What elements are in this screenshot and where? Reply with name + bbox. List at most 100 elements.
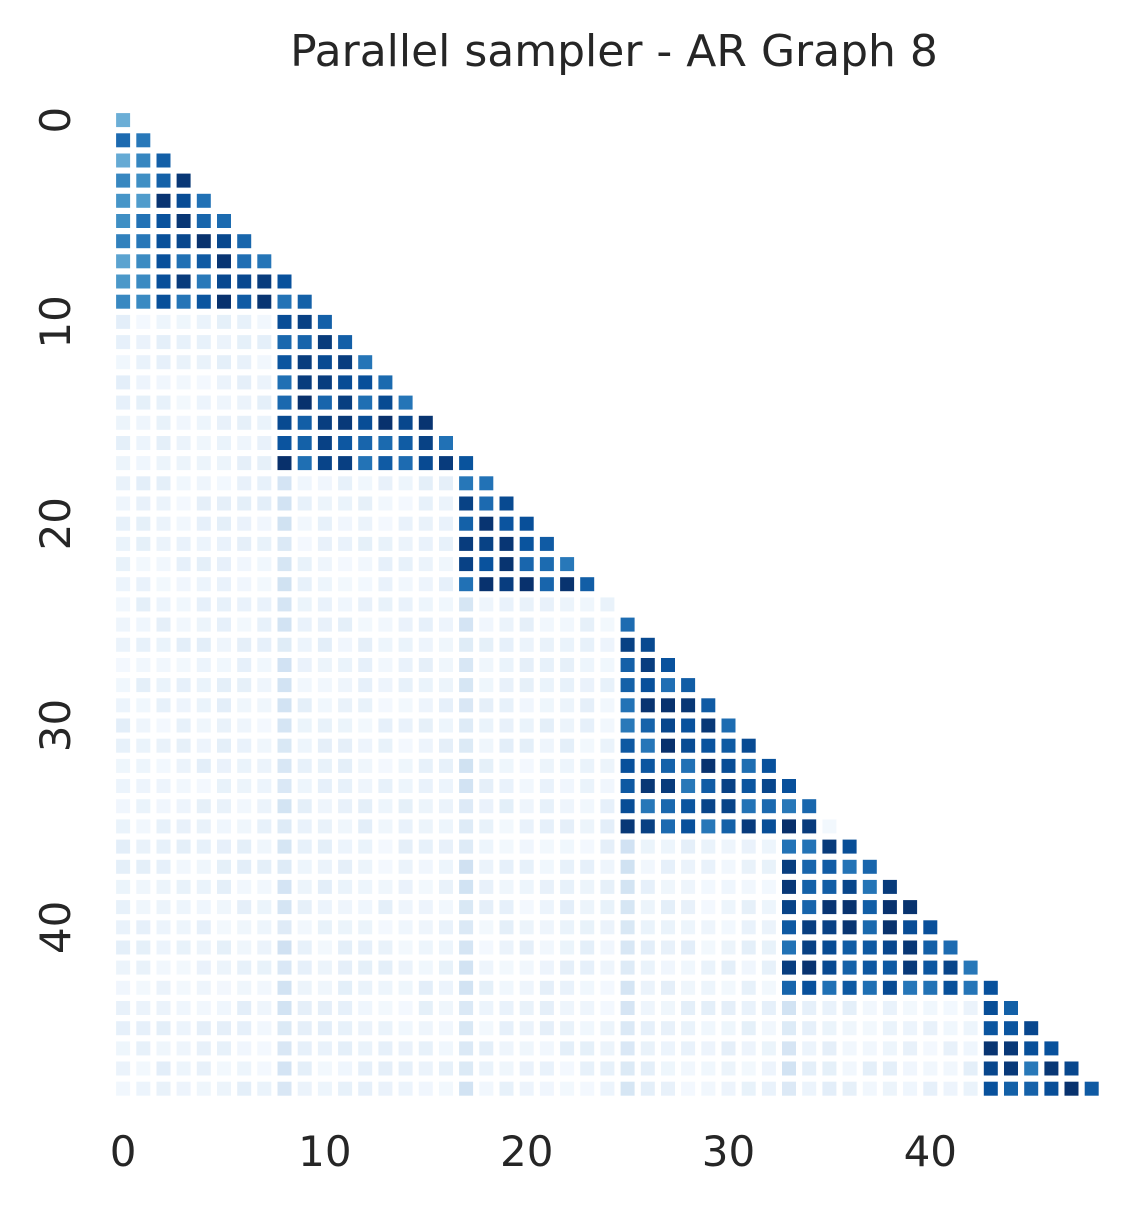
heatmap-cell: [721, 738, 736, 753]
heatmap-cell: [600, 900, 615, 915]
heatmap-cell: [701, 900, 716, 915]
heatmap-cell: [580, 637, 595, 652]
heatmap-cell: [439, 758, 453, 773]
heatmap-cell: [136, 375, 151, 390]
heatmap-cell: [782, 980, 796, 995]
heatmap-cell: [196, 1081, 211, 1096]
heatmap-cell: [116, 1061, 131, 1076]
heatmap-cell: [116, 940, 131, 955]
heatmap-cell: [277, 597, 292, 612]
heatmap-cell: [116, 819, 131, 834]
heatmap-cell: [338, 577, 353, 592]
heatmap-cell: [1024, 1061, 1039, 1076]
heatmap-cell: [297, 536, 312, 551]
heatmap-cell: [822, 1041, 837, 1056]
heatmap-cell: [176, 274, 191, 289]
heatmap-cell: [761, 980, 776, 995]
heatmap-cell: [297, 859, 312, 874]
heatmap-cell: [701, 1041, 716, 1056]
heatmap-cell: [116, 1001, 131, 1015]
heatmap-cell: [560, 658, 575, 672]
heatmap-cell: [297, 658, 312, 672]
heatmap-cell: [237, 1061, 252, 1076]
chart-title: Parallel sampler - AR Graph 8: [290, 26, 938, 77]
heatmap-cell: [176, 1081, 191, 1096]
heatmap-cell: [378, 617, 393, 632]
heatmap-cell: [802, 839, 817, 854]
heatmap-cell: [136, 698, 151, 713]
heatmap-cell: [358, 799, 373, 814]
heatmap-cell: [136, 1001, 151, 1015]
heatmap-cell: [1004, 1061, 1018, 1076]
heatmap-cell: [499, 879, 514, 894]
heatmap-cell: [580, 940, 595, 955]
heatmap-cell: [217, 536, 231, 551]
heatmap-cell: [136, 779, 151, 793]
heatmap-cell: [398, 637, 413, 652]
heatmap-cell: [378, 678, 393, 693]
heatmap-cell: [661, 819, 675, 834]
heatmap-cell: [862, 1001, 877, 1015]
heatmap-cell: [439, 617, 453, 632]
heatmap-cell: [358, 516, 373, 531]
heatmap-cell: [217, 678, 231, 693]
heatmap-cell: [1004, 1021, 1018, 1036]
heatmap-cell: [196, 819, 211, 834]
heatmap-cell: [600, 1081, 615, 1096]
heatmap-cell: [479, 920, 494, 935]
heatmap-cell: [317, 779, 332, 793]
heatmap-cell: [479, 1021, 494, 1036]
heatmap-cell: [176, 698, 191, 713]
heatmap-cell: [620, 859, 635, 874]
heatmap-cell: [196, 1041, 211, 1056]
heatmap-cell: [418, 476, 433, 491]
heatmap-cell: [560, 597, 575, 612]
heatmap-cell: [782, 1021, 796, 1036]
heatmap-cell: [176, 900, 191, 915]
heatmap-cell: [802, 1021, 817, 1036]
heatmap-cell: [317, 1061, 332, 1076]
heatmap-cell: [338, 375, 353, 390]
heatmap-cell: [418, 1041, 433, 1056]
heatmap-cell: [297, 980, 312, 995]
heatmap-cell: [237, 678, 252, 693]
heatmap-cell: [519, 758, 534, 773]
heatmap-cell: [257, 516, 272, 531]
heatmap-cell: [519, 960, 534, 975]
heatmap-cell: [539, 637, 554, 652]
heatmap-cell: [620, 980, 635, 995]
heatmap-cell: [439, 476, 453, 491]
heatmap-cell: [398, 738, 413, 753]
heatmap-cell: [338, 879, 353, 894]
heatmap-cell: [196, 799, 211, 814]
heatmap-cell: [297, 557, 312, 572]
heatmap-cell: [882, 920, 897, 935]
heatmap-cell: [439, 819, 453, 834]
heatmap-cell: [136, 436, 151, 450]
heatmap-cell: [257, 859, 272, 874]
heatmap-cell: [116, 1021, 131, 1036]
heatmap-cell: [217, 1041, 231, 1056]
heatmap-cell: [459, 536, 474, 551]
heatmap-cell: [398, 516, 413, 531]
heatmap-cell: [338, 516, 353, 531]
heatmap-cell: [721, 799, 736, 814]
heatmap-cell: [741, 1081, 756, 1096]
heatmap-cell: [681, 960, 696, 975]
heatmap-cell: [338, 1041, 353, 1056]
heatmap-cell: [257, 1041, 272, 1056]
heatmap-cell: [277, 718, 292, 733]
heatmap-cell: [600, 920, 615, 935]
heatmap-cell: [701, 738, 716, 753]
heatmap-cell: [539, 536, 554, 551]
heatmap-cell: [398, 658, 413, 672]
heatmap-cell: [681, 1041, 696, 1056]
heatmap-cell: [681, 738, 696, 753]
heatmap-cell: [721, 1041, 736, 1056]
heatmap-cell: [378, 1021, 393, 1036]
heatmap-cell: [237, 355, 252, 370]
heatmap-cell: [217, 456, 231, 471]
heatmap-cell: [600, 617, 615, 632]
heatmap-cell: [822, 1061, 837, 1076]
heatmap-cell: [822, 980, 837, 995]
